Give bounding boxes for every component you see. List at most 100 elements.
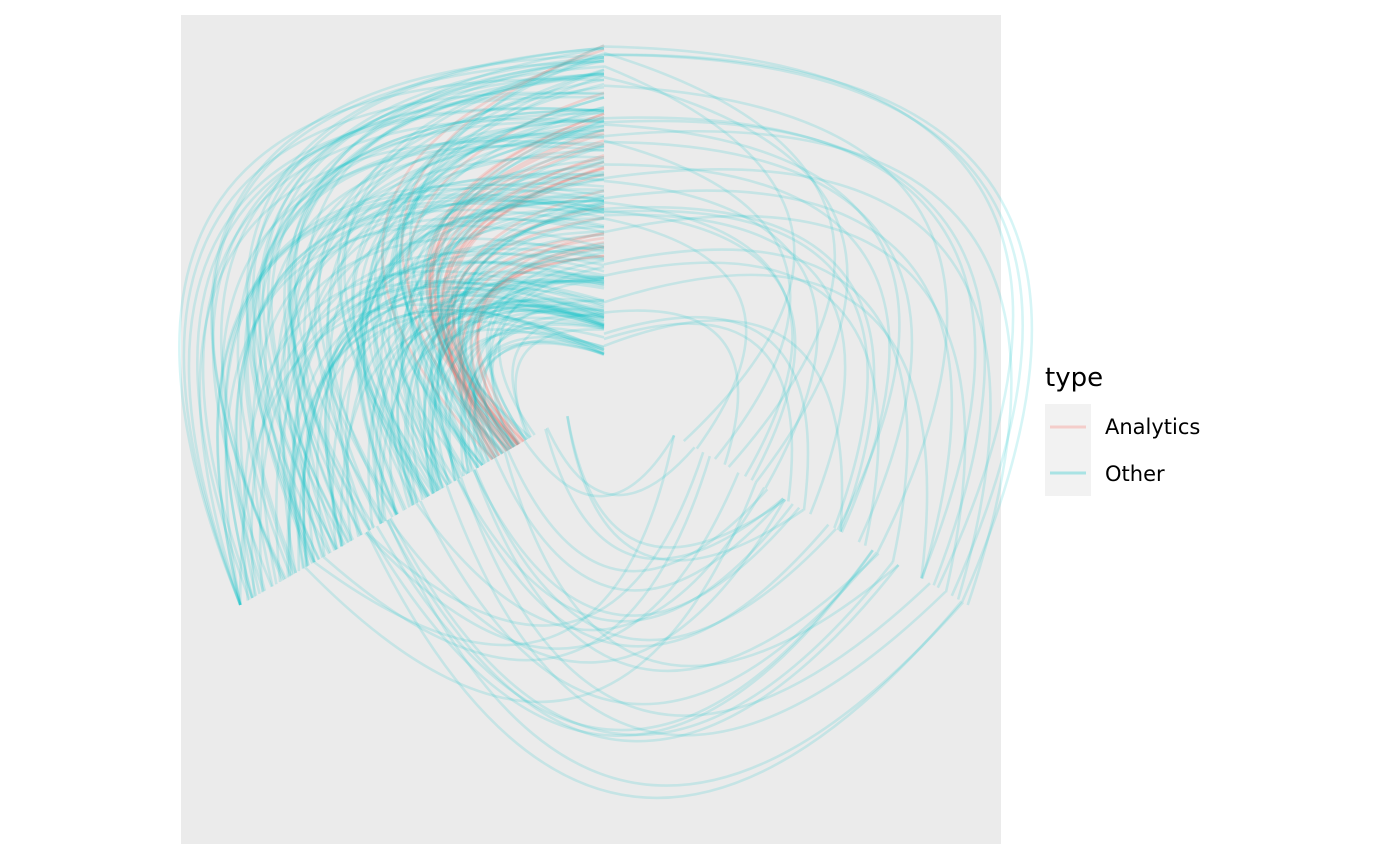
edge-other xyxy=(362,195,605,510)
edge-other xyxy=(386,519,964,787)
edge-other xyxy=(339,242,605,536)
edge-other xyxy=(292,261,605,569)
edge-other xyxy=(275,175,605,563)
edge-other xyxy=(219,91,605,582)
edge-other xyxy=(430,303,605,489)
edge-analytics xyxy=(442,154,605,446)
edge-other xyxy=(377,125,605,484)
edge-other xyxy=(444,310,605,481)
edge-other xyxy=(380,328,605,523)
edge-other xyxy=(603,84,949,554)
edge-other xyxy=(423,309,605,495)
edge-other xyxy=(355,199,605,516)
edge-other xyxy=(328,188,605,531)
edge-other xyxy=(603,163,891,533)
edge-other xyxy=(422,279,605,489)
edge-other xyxy=(425,119,605,448)
edge-other xyxy=(292,129,605,542)
edge-analytics xyxy=(427,129,605,449)
edge-other xyxy=(322,455,712,662)
edge-other xyxy=(401,202,605,486)
edge-other xyxy=(292,172,605,551)
legend-key-other xyxy=(1045,450,1091,496)
edge-other xyxy=(286,182,605,558)
edge-other xyxy=(429,172,605,460)
edge-other xyxy=(603,213,847,515)
legend-key-analytics xyxy=(1045,404,1091,450)
edge-analytics xyxy=(439,167,605,451)
edge-other xyxy=(603,205,876,532)
edge-other xyxy=(603,319,844,532)
edge-other xyxy=(514,328,605,440)
edge-other xyxy=(337,57,605,495)
edge-other xyxy=(283,155,605,554)
edge-other xyxy=(388,96,605,468)
edge-other xyxy=(278,199,605,566)
edge-analytics xyxy=(457,236,605,457)
edge-other xyxy=(362,199,605,512)
edge-other xyxy=(396,278,605,506)
edge-other xyxy=(243,132,605,575)
edge-other xyxy=(603,261,880,546)
edge-other xyxy=(469,277,605,458)
edge-analytics xyxy=(428,112,605,445)
edge-other xyxy=(291,260,605,569)
edge-other xyxy=(603,248,909,563)
edge-other xyxy=(216,196,605,606)
edge-analytics xyxy=(447,216,605,459)
edge-other xyxy=(331,298,605,550)
edge-other xyxy=(416,273,605,492)
edge-other xyxy=(437,144,605,447)
edge-other xyxy=(306,55,605,516)
legend-title: type xyxy=(1045,363,1103,393)
edge-other xyxy=(473,307,605,462)
edge-other xyxy=(406,300,605,504)
edge-other xyxy=(235,202,605,595)
legend: type Analytics Other xyxy=(1045,363,1200,496)
edge-other xyxy=(359,207,605,515)
edge-other xyxy=(413,230,605,485)
edge-other xyxy=(603,315,810,511)
edge-other xyxy=(603,119,987,586)
edge-other xyxy=(603,322,794,502)
edge-other xyxy=(603,139,792,460)
edge-other xyxy=(603,189,954,580)
edge-other xyxy=(422,305,605,494)
edge-other xyxy=(398,74,605,455)
edge-other xyxy=(460,200,605,446)
edge-other xyxy=(444,208,605,459)
edge-other xyxy=(378,303,605,522)
edge-other xyxy=(339,320,605,547)
edge-other xyxy=(566,415,804,562)
edge-other xyxy=(287,308,605,577)
edge-other xyxy=(429,246,605,478)
edge-analytics xyxy=(446,205,605,457)
edge-other xyxy=(398,68,605,454)
edge-other xyxy=(404,303,605,506)
edge-other xyxy=(436,160,605,452)
edge-other xyxy=(603,116,977,579)
edge-other xyxy=(246,135,605,574)
edge-other xyxy=(434,297,605,485)
edge-other xyxy=(224,187,605,599)
edge-other xyxy=(387,498,786,664)
edge-other xyxy=(389,517,894,737)
edge-analytics xyxy=(452,189,605,448)
edge-other xyxy=(603,273,929,579)
edge-other xyxy=(603,64,796,443)
edge-other xyxy=(316,278,605,557)
edge-other xyxy=(459,340,605,477)
edge-other xyxy=(603,309,740,466)
edge-other xyxy=(187,106,605,606)
edge-other xyxy=(220,144,605,592)
edge-other xyxy=(409,177,605,475)
edge-other xyxy=(245,46,605,555)
edge-other xyxy=(313,435,676,647)
edge-other xyxy=(196,107,605,601)
edge-other xyxy=(250,279,605,597)
edge-other xyxy=(603,214,967,593)
edge-other xyxy=(396,280,605,507)
edge-analytics xyxy=(447,166,605,446)
edge-other xyxy=(457,204,605,448)
edge-analytics xyxy=(400,44,605,445)
